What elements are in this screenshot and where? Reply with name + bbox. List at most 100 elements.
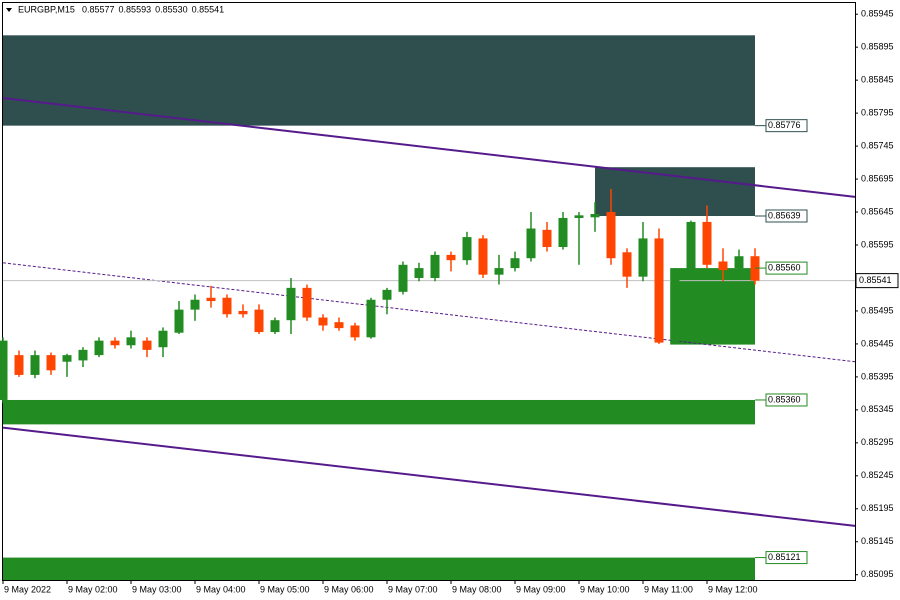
x-tick-label: 9 May 04:00 bbox=[196, 584, 246, 594]
candle-body bbox=[510, 258, 520, 269]
candle-body bbox=[542, 229, 552, 247]
candle-body bbox=[238, 310, 248, 315]
menu-arrow[interactable] bbox=[6, 8, 12, 12]
current-price-box bbox=[855, 273, 899, 289]
y-tick-label: 0.85245 bbox=[861, 470, 894, 480]
zone-label-box bbox=[765, 119, 808, 133]
candle-body bbox=[94, 340, 104, 356]
x-tick-label: 9 May 2022 bbox=[4, 584, 51, 594]
y-tick-label: 0.85845 bbox=[861, 75, 894, 85]
x-tick-label: 9 May 05:00 bbox=[260, 584, 310, 594]
y-tick-label: 0.85895 bbox=[861, 42, 894, 52]
candle-body bbox=[142, 340, 152, 350]
candle-body bbox=[366, 299, 376, 338]
zone-label-box bbox=[765, 261, 808, 275]
zone-label: 0.85639 bbox=[768, 210, 801, 220]
candle-body bbox=[686, 221, 696, 271]
y-tick-label: 0.85145 bbox=[861, 536, 894, 546]
candle-body bbox=[606, 212, 616, 259]
zone bbox=[670, 268, 755, 345]
current-price-label: 0.85541 bbox=[859, 275, 892, 285]
candle-body bbox=[62, 355, 72, 362]
trendline bbox=[2, 96, 856, 198]
candle-body bbox=[382, 289, 392, 300]
candle-body bbox=[558, 217, 568, 247]
candle-body bbox=[46, 355, 56, 371]
candle-body bbox=[654, 238, 664, 343]
candle-body bbox=[334, 322, 344, 329]
candle-body bbox=[318, 317, 328, 326]
zone-label: 0.85360 bbox=[768, 394, 801, 404]
header-value: 0.85541 bbox=[192, 4, 225, 14]
y-tick-label: 0.85395 bbox=[861, 371, 894, 381]
candle-body bbox=[302, 287, 312, 318]
candle-body bbox=[158, 330, 168, 348]
candle-body bbox=[110, 340, 120, 346]
zone bbox=[3, 35, 755, 126]
candle-body bbox=[526, 228, 536, 259]
candle-body bbox=[30, 355, 40, 375]
candle-body bbox=[574, 215, 584, 218]
y-tick-label: 0.85495 bbox=[861, 305, 894, 315]
candle-body bbox=[270, 320, 280, 333]
y-tick-label: 0.85745 bbox=[861, 140, 894, 150]
zone-label: 0.85776 bbox=[768, 120, 801, 130]
candle-body bbox=[462, 237, 472, 261]
candle-body bbox=[638, 238, 648, 277]
y-tick-label: 0.85595 bbox=[861, 239, 894, 249]
zone bbox=[3, 557, 755, 580]
y-tick-label: 0.85095 bbox=[861, 569, 894, 579]
header-value: 0.85577 bbox=[82, 4, 115, 14]
y-tick-label: 0.85795 bbox=[861, 107, 894, 117]
y-tick-label: 0.85445 bbox=[861, 338, 894, 348]
candle-body bbox=[414, 268, 424, 278]
trendline bbox=[2, 426, 856, 527]
candle-body bbox=[126, 337, 136, 346]
candle-body bbox=[190, 299, 200, 310]
candle-body bbox=[446, 254, 456, 261]
zone-label-box bbox=[765, 209, 808, 223]
x-tick-label: 9 May 11:00 bbox=[644, 584, 693, 594]
candle-body bbox=[670, 270, 680, 343]
candle-body bbox=[494, 268, 504, 275]
candle-body bbox=[14, 355, 24, 375]
candle-body bbox=[430, 254, 440, 278]
candle-body bbox=[222, 297, 232, 315]
y-tick-label: 0.85645 bbox=[861, 206, 894, 216]
header-value: 0.85593 bbox=[119, 4, 152, 14]
candle-body bbox=[478, 238, 488, 275]
y-tick-label: 0.85295 bbox=[861, 437, 894, 447]
y-tick-label: 0.85195 bbox=[861, 503, 894, 513]
x-tick-label: 9 May 07:00 bbox=[388, 584, 438, 594]
candle-body bbox=[622, 252, 632, 277]
plot-border bbox=[2, 2, 856, 581]
header-ohlc: 0.85577 0.85593 0.85530 0.85541 bbox=[82, 4, 224, 14]
candle-body bbox=[254, 309, 264, 333]
x-tick-label: 9 May 08:00 bbox=[452, 584, 502, 594]
zone bbox=[595, 167, 755, 216]
y-tick-label: 0.85945 bbox=[861, 9, 894, 19]
y-tick-label: 0.85345 bbox=[861, 404, 894, 414]
candle-body bbox=[718, 261, 728, 271]
candle-body bbox=[78, 349, 88, 361]
symbol: EURGBP,M15 bbox=[18, 4, 75, 14]
candle-body bbox=[702, 221, 712, 265]
candle-body bbox=[350, 325, 360, 338]
candle-body bbox=[590, 214, 600, 218]
x-tick-label: 9 May 03:00 bbox=[132, 584, 182, 594]
candle-body bbox=[286, 287, 296, 321]
candle-body bbox=[174, 309, 184, 333]
zone-label-box bbox=[765, 393, 808, 407]
zone-label: 0.85560 bbox=[768, 262, 801, 272]
candle-body bbox=[206, 297, 216, 302]
zone-label-box bbox=[765, 551, 808, 565]
y-tick-label: 0.85695 bbox=[861, 173, 894, 183]
trendline bbox=[2, 262, 856, 363]
x-tick-label: 9 May 12:00 bbox=[708, 584, 758, 594]
x-tick-label: 9 May 02:00 bbox=[68, 584, 118, 594]
zone-label: 0.85121 bbox=[768, 552, 801, 562]
x-tick-label: 9 May 10:00 bbox=[580, 584, 630, 594]
header-value: 0.85530 bbox=[155, 4, 188, 14]
x-tick-label: 9 May 09:00 bbox=[516, 584, 566, 594]
